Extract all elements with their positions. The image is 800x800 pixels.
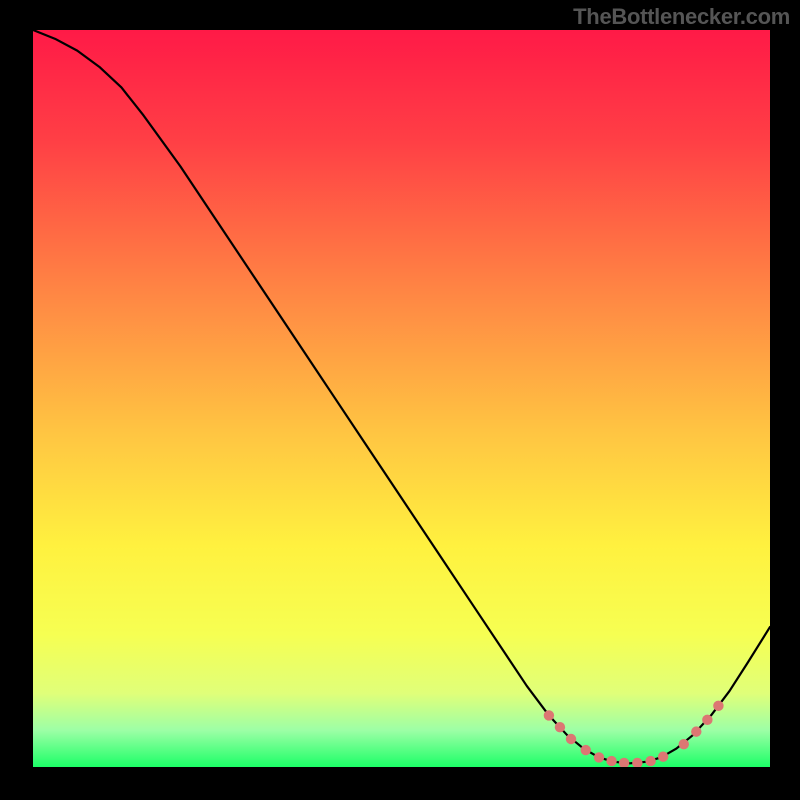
data-marker	[594, 752, 604, 762]
bottleneck-chart	[33, 30, 770, 767]
data-marker	[702, 715, 712, 725]
gradient-plot-area	[33, 30, 770, 767]
data-marker	[581, 745, 591, 755]
watermark-label: TheBottlenecker.com	[573, 4, 790, 30]
data-marker	[606, 756, 616, 766]
data-marker	[645, 756, 655, 766]
data-marker	[544, 710, 554, 720]
data-marker	[566, 734, 576, 744]
data-marker	[713, 701, 723, 711]
data-marker	[658, 751, 668, 761]
data-marker	[691, 726, 701, 736]
data-marker	[679, 739, 689, 749]
chart-canvas: TheBottlenecker.com	[0, 0, 800, 800]
data-marker	[555, 722, 565, 732]
